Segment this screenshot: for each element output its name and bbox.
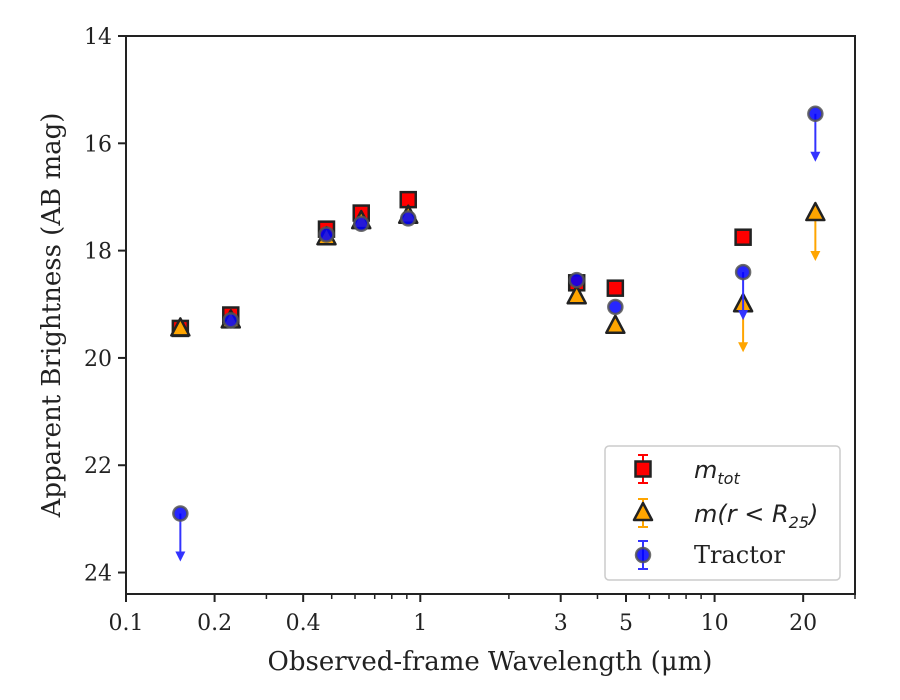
y-tick-label-4: 22 [84,454,112,479]
y-tick-label-2: 18 [84,240,112,265]
point-1-6 [605,314,626,334]
x-tick-label-5: 5 [619,611,633,636]
point-2-8 [807,105,824,123]
series-1 [170,201,826,353]
y-axis-ticks: 14 16 18 20 22 24 [84,25,126,587]
legend-box [604,445,841,581]
point-1-5 [566,284,587,305]
y-tick-label-5: 24 [84,562,112,587]
x-tick-label-3: 1 [413,611,427,636]
y-tick-label-0: 14 [84,25,112,50]
point-2-6 [607,298,624,316]
point-1-0 [170,317,191,337]
x-tick-label-2: 0.4 [286,611,321,636]
legend-marker-0 [634,454,652,484]
y-axis-title: Apparent Brightness (AB mag) [37,113,67,519]
x-axis-title: Observed-frame Wavelength (μm) [268,647,713,677]
legend-label-mr25: m(r < R25) [694,500,818,532]
plot-frame [125,35,856,595]
point-1-8 [805,201,826,222]
y-tick-label-1: 16 [84,132,112,157]
legend: mtot m(r < R25) Tractor [604,445,841,581]
point-0-7 [734,228,752,246]
x-tick-label-1: 0.2 [197,611,232,636]
point-2-3 [352,215,370,233]
legend-label-tractor: Tractor [694,541,785,569]
point-0-6 [606,279,625,297]
x-tick-label-4: 3 [554,611,568,636]
point-2-7 [734,263,752,281]
series-0 [171,190,752,338]
point-2-1 [222,312,240,329]
legend-marker-1 [632,498,654,528]
point-2-4 [399,210,417,227]
x-axis-ticks: 0.1 0.2 0.4 1 3 5 10 20 [109,594,856,636]
legend-label-mtot: mtot [694,456,740,488]
series-2 [172,105,824,562]
point-2-5 [568,271,585,289]
x-tick-label-7: 20 [789,611,817,636]
x-tick-label-6: 10 [701,611,729,636]
x-tick-label-0: 0.1 [109,611,144,636]
y-tick-label-3: 20 [84,347,112,372]
point-2-0 [172,505,189,522]
legend-marker-2 [634,540,652,570]
point-2-2 [318,226,335,243]
data-marks [170,105,826,562]
